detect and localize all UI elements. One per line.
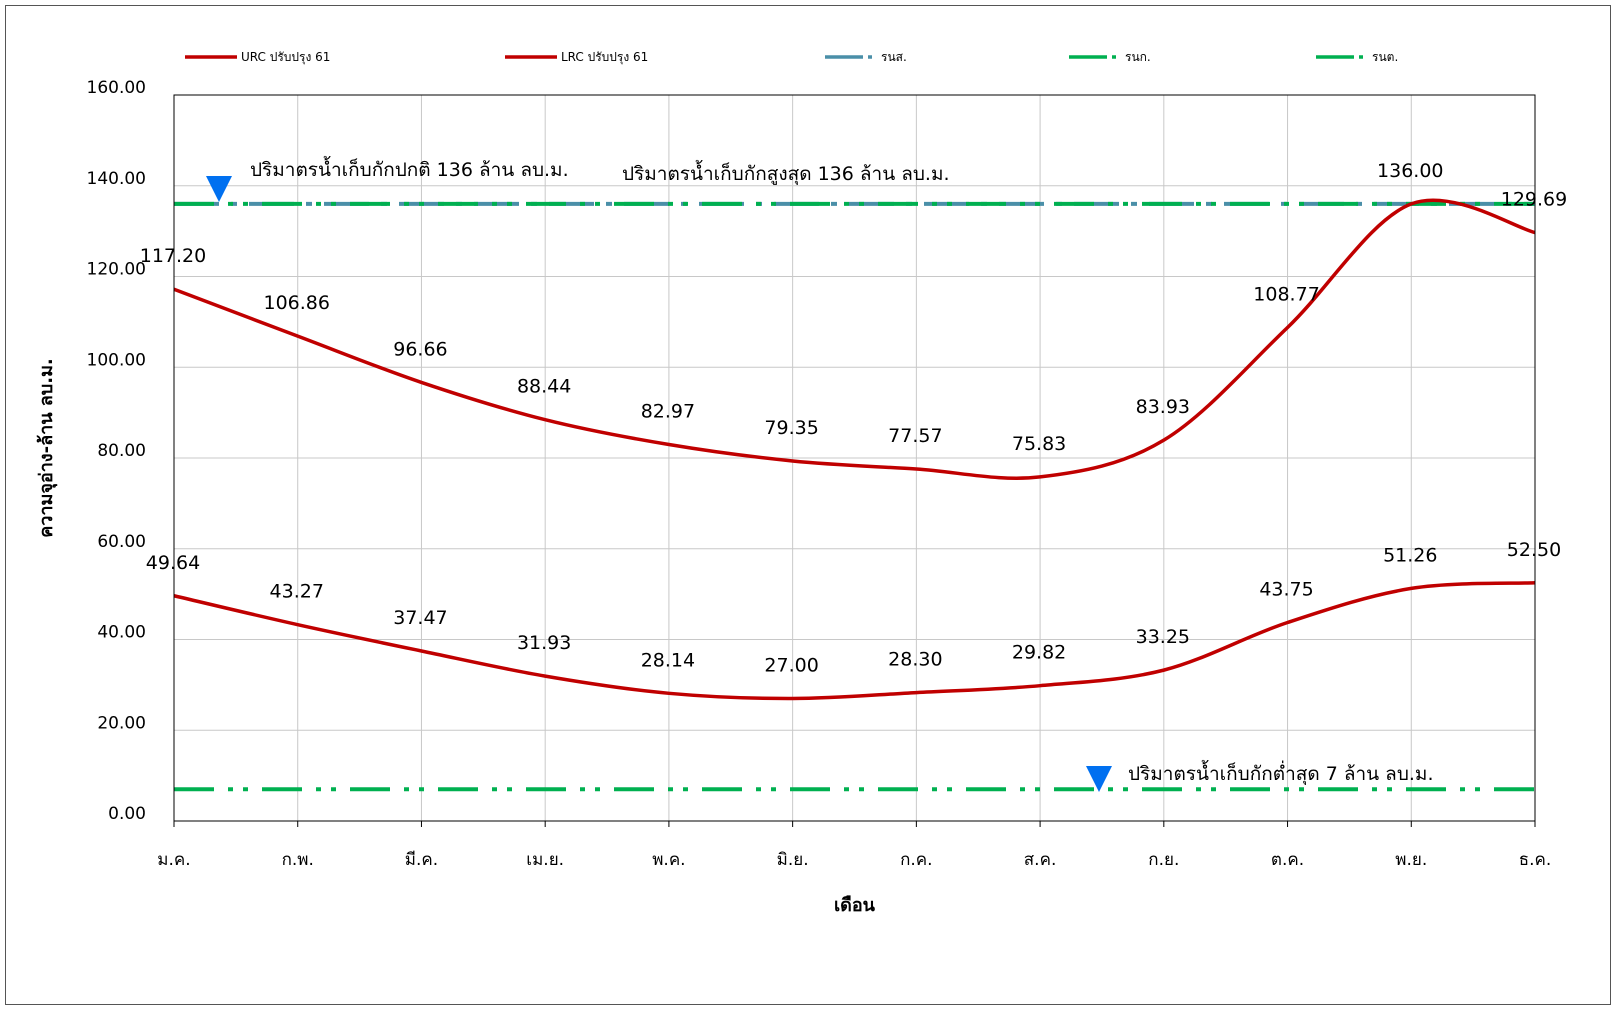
x-tick-label: มี.ค. bbox=[405, 850, 438, 870]
data-label: 33.25 bbox=[1136, 626, 1190, 648]
data-label: 88.44 bbox=[517, 376, 571, 398]
data-label: 28.14 bbox=[641, 649, 695, 671]
data-label: 108.77 bbox=[1253, 283, 1319, 305]
chart-svg: 0.00 20.00 40.00 60.00 80.00 100.00 120.00 140.… bbox=[36, 50, 1567, 916]
data-label: 136.00 bbox=[1377, 160, 1443, 182]
y-tick-label: 160.00 bbox=[87, 78, 146, 98]
legend-entry: รนต. bbox=[1372, 50, 1398, 64]
annotations: ปริมาตรน้ำเก็บกักปกติ 136 ล้าน ลบ.ม. ปริม… bbox=[206, 156, 1433, 792]
x-tick-label: เม.ย. bbox=[526, 850, 564, 870]
series-line-lrc bbox=[173, 581, 1536, 701]
data-label: 37.47 bbox=[393, 607, 447, 629]
chart-frame: 0.00 20.00 40.00 60.00 80.00 100.00 120.00 140.… bbox=[5, 5, 1611, 1005]
data-label: 77.57 bbox=[888, 425, 942, 447]
data-label: 83.93 bbox=[1136, 396, 1190, 418]
y-tick-label: 0.00 bbox=[108, 804, 146, 824]
x-tick-label: ก.ค. bbox=[900, 850, 932, 870]
triangle-down-icon bbox=[206, 176, 232, 202]
legend-entry: URC ปรับปรุง 61 bbox=[241, 50, 330, 65]
data-label: 29.82 bbox=[1012, 642, 1066, 664]
x-tick-label: ส.ค. bbox=[1024, 850, 1057, 870]
ticks-layer: 0.00 20.00 40.00 60.00 80.00 100.00 120.00 140.… bbox=[87, 78, 1552, 870]
data-label: 129.69 bbox=[1501, 189, 1567, 211]
data-label: 117.20 bbox=[140, 245, 206, 267]
data-label: 43.27 bbox=[270, 581, 324, 603]
legend-entry: รนก. bbox=[1125, 50, 1151, 64]
x-tick-label: พ.ค. bbox=[652, 850, 685, 870]
series-line-urc bbox=[173, 198, 1536, 480]
y-tick-label: 20.00 bbox=[97, 713, 146, 733]
annotation-min-storage: ปริมาตรน้ำเก็บกักต่ำสุด 7 ล้าน ลบ.ม. bbox=[1128, 760, 1433, 786]
data-label: 31.93 bbox=[517, 632, 571, 654]
y-tick-label: 40.00 bbox=[97, 623, 146, 643]
x-tick-label: ก.ย. bbox=[1148, 850, 1179, 870]
x-tick-label: ก.พ. bbox=[282, 850, 314, 870]
y-tick-label: 60.00 bbox=[97, 532, 146, 552]
data-label: 49.64 bbox=[146, 552, 200, 574]
data-label: 82.97 bbox=[641, 401, 695, 423]
reference-lines bbox=[174, 201, 1535, 792]
annotation-normal-storage: ปริมาตรน้ำเก็บกักปกติ 136 ล้าน ลบ.ม. bbox=[250, 156, 569, 181]
legend: URC ปรับปรุง 61 LRC ปรับปรุง 61 รนส. รนก. รน… bbox=[185, 50, 1398, 65]
data-label: 27.00 bbox=[764, 654, 818, 676]
legend-entry: LRC ปรับปรุง 61 bbox=[561, 50, 648, 65]
triangle-down-icon bbox=[1086, 766, 1112, 792]
y-tick-label: 140.00 bbox=[87, 169, 146, 189]
data-label: 51.26 bbox=[1383, 544, 1437, 566]
series-layer bbox=[173, 198, 1536, 701]
data-label: 75.83 bbox=[1012, 433, 1066, 455]
x-tick-label: พ.ย. bbox=[1395, 850, 1427, 870]
x-tick-label: ม.ค. bbox=[157, 850, 190, 870]
data-label: 52.50 bbox=[1507, 539, 1561, 561]
y-tick-label: 120.00 bbox=[87, 260, 146, 280]
x-tick-label: ธ.ค. bbox=[1519, 850, 1552, 870]
annotation-max-storage: ปริมาตรน้ำเก็บกักสูงสุด 136 ล้าน ลบ.ม. bbox=[622, 160, 950, 186]
plot-border bbox=[173, 94, 1536, 822]
x-tick-label: มิ.ย. bbox=[777, 850, 809, 870]
data-label: 106.86 bbox=[263, 292, 329, 314]
data-label: 28.30 bbox=[888, 649, 942, 671]
y-tick-label: 100.00 bbox=[87, 350, 146, 370]
data-label: 96.66 bbox=[393, 338, 447, 360]
data-labels: 117.20 106.86 96.66 88.44 82.97 79.35 77.57 75.… bbox=[140, 160, 1567, 677]
data-label: 79.35 bbox=[764, 417, 818, 439]
y-axis-title: ความจุอ่าง-ล้าน ลบ.ม. bbox=[36, 358, 58, 538]
grid-layer bbox=[173, 94, 1536, 822]
legend-entry: รนส. bbox=[881, 50, 907, 64]
data-label: 43.75 bbox=[1259, 578, 1313, 600]
y-tick-label: 80.00 bbox=[97, 441, 146, 461]
x-axis-title: เดือน bbox=[834, 895, 876, 916]
x-tick-label: ต.ค. bbox=[1271, 850, 1304, 870]
